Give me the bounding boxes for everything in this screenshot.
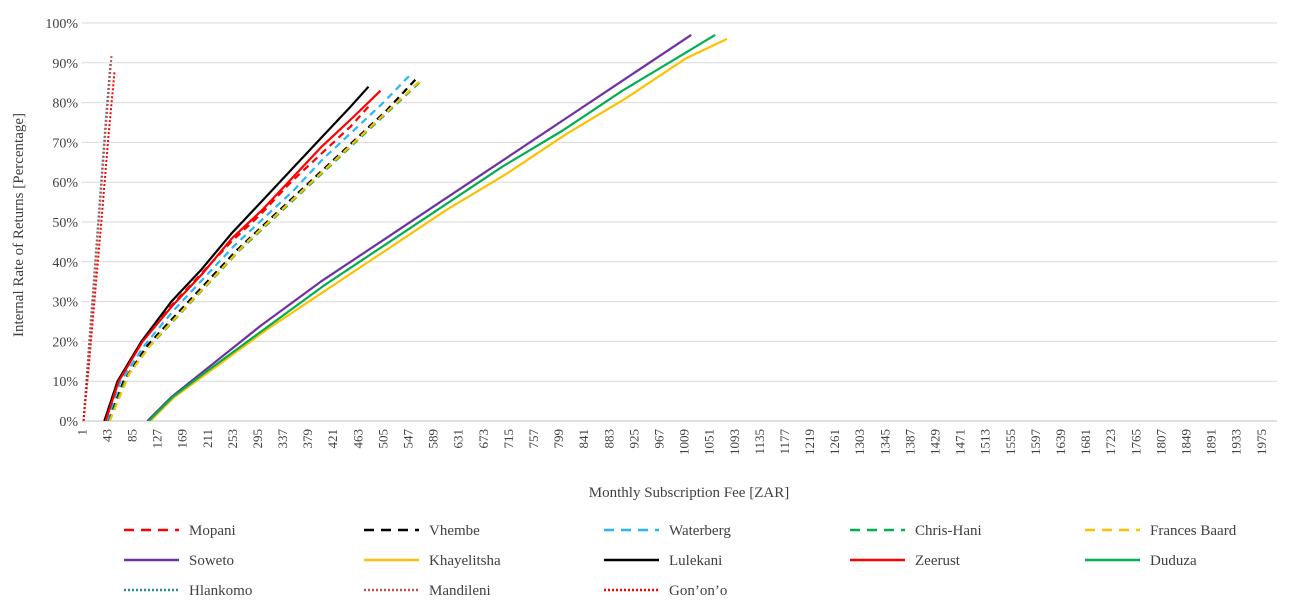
x-tick-label: 547 [401,429,416,449]
x-tick-label: 1933 [1229,429,1244,455]
x-tick-label: 1471 [953,429,968,455]
legend-label: Duduza [1150,553,1197,569]
series-line-5 [146,33,692,421]
x-tick-label: 1387 [902,429,917,456]
x-tick-label: 1051 [702,429,717,455]
legend-label: Mopani [189,523,236,539]
series-line-12 [82,70,116,421]
x-tick-label: 715 [501,429,516,449]
series-line-9 [147,33,716,421]
x-tick-label: 295 [250,429,265,449]
x-tick-label: 1303 [852,429,867,455]
legend-label: Hlankomo [189,583,252,599]
x-tick-label: 1177 [777,429,792,455]
x-tick-label: 1597 [1028,429,1043,456]
legend-label: Khayelitsha [429,553,501,569]
x-tick-label: 1681 [1078,429,1093,455]
x-tick-label: 1345 [877,429,892,455]
y-tick-label: 20% [52,335,78,350]
legend-label: Mandileni [429,583,491,599]
legend-label: Vhembe [429,523,480,539]
x-tick-label: 1807 [1153,429,1168,456]
x-tick-label: 211 [200,429,215,448]
x-tick-label: 1639 [1053,429,1068,455]
x-tick-label: 463 [350,429,365,449]
x-tick-label: 673 [476,429,491,449]
legend-label: Lulekani [669,553,722,569]
x-tick-label: 925 [626,429,641,449]
x-tick-label: 883 [601,429,616,449]
series-line-8 [104,89,382,421]
legend: Mopani Vhembe Waterberg Chris-Hani Frances B… [124,523,1237,599]
x-tick-label: 1555 [1003,429,1018,455]
x-tick-label: 1135 [752,429,767,455]
x-tick-label: 631 [451,429,466,449]
y-axis-label: Internal Rate of Returns [Percentage] [11,113,27,337]
y-tick-label: 90% [52,57,78,72]
x-tick-label: 1261 [827,429,842,455]
x-tick-label: 799 [551,429,566,449]
tick-labels: 0% 10% 20% 30% 40% 50% 60% 70% 80% 90% 100% 1 43 85 12… [45,17,1268,455]
series-line-7 [103,85,370,421]
x-tick-label: 85 [124,429,139,442]
y-tick-label: 60% [52,176,78,191]
x-tick-label: 421 [325,429,340,449]
x-tick-label: 127 [150,429,165,449]
x-tick-label: 253 [225,429,240,449]
x-tick-label: 1429 [928,429,943,455]
x-axis-label: Monthly Subscription Fee [ZAR] [589,485,789,501]
y-tick-label: 100% [45,17,78,32]
x-tick-label: 379 [300,429,315,449]
x-tick-label: 1975 [1254,429,1269,455]
series-line-4 [108,77,424,421]
y-tick-label: 50% [52,216,78,231]
series-line-1 [107,77,418,421]
x-tick-label: 1513 [978,429,993,455]
legend-label: Gon’on’o [669,583,727,599]
series-lines [82,33,728,421]
series-line-11 [82,54,113,421]
y-tick-label: 80% [52,97,78,112]
x-tick-label: 1 [74,429,89,436]
legend-label: Frances Baard [1150,523,1237,539]
x-tick-label: 757 [526,429,541,449]
x-tick-label: 505 [375,429,390,449]
x-tick-label: 1891 [1204,429,1219,455]
y-tick-label: 30% [52,296,78,311]
x-tick-label: 337 [275,429,290,449]
legend-label: Zeerust [915,553,961,569]
x-tick-label: 841 [576,429,591,449]
legend-label: Soweto [189,553,234,569]
y-tick-label: 10% [52,375,78,390]
x-tick-label: 43 [99,429,114,442]
series-line-2 [105,73,412,421]
x-tick-label: 1093 [727,429,742,455]
x-tick-label: 1009 [677,429,692,455]
legend-label: Chris-Hani [915,523,982,539]
x-tick-label: 967 [651,429,666,449]
legend-label: Waterberg [669,523,731,539]
x-tick-label: 1849 [1178,429,1193,455]
x-tick-label: 1219 [802,429,817,455]
x-tick-label: 1765 [1128,429,1143,455]
series-line-6 [149,37,728,421]
y-tick-label: 70% [52,136,78,151]
x-tick-label: 589 [426,429,441,449]
y-tick-label: 0% [59,415,78,430]
x-tick-label: 169 [175,429,190,449]
x-tick-label: 1723 [1103,429,1118,455]
y-tick-label: 40% [52,256,78,271]
